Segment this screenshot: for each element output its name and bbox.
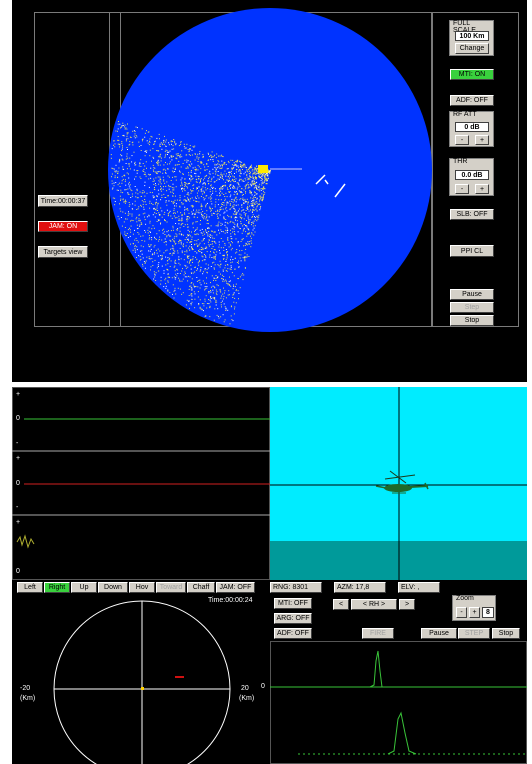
rng-readout: RNG: 8301 xyxy=(270,582,322,593)
a-scope-echo-top xyxy=(369,650,388,688)
scope-top-plus: + xyxy=(16,391,21,398)
ppi-display xyxy=(108,8,432,332)
thr-plus-button[interactable]: + xyxy=(475,184,489,194)
jam-off-button[interactable]: JAM: OFF xyxy=(216,582,255,593)
left-button[interactable]: Left xyxy=(17,582,43,593)
toward-button[interactable]: Toward xyxy=(156,582,186,593)
rf-att-plus-button[interactable]: + xyxy=(475,135,489,145)
azm-readout: AZM: 17,8 xyxy=(334,582,386,593)
ppi-cl-button[interactable]: PPI CL xyxy=(450,245,494,257)
pause-button[interactable]: Pause xyxy=(450,289,494,300)
nav-left-button[interactable]: < xyxy=(333,599,349,610)
helicopter-target xyxy=(375,470,429,494)
a-scope-display xyxy=(270,641,527,764)
step-button[interactable]: Step xyxy=(450,302,494,313)
adf-off-button[interactable]: ADF: OFF xyxy=(450,95,494,106)
stop-button[interactable]: Stop xyxy=(450,315,494,326)
radar-right-panel xyxy=(432,12,519,327)
change-scale-button[interactable]: Change xyxy=(455,43,489,54)
jamming-clutter xyxy=(110,121,271,325)
down-button[interactable]: Down xyxy=(98,582,128,593)
zoom-group: Zoom - + 8 xyxy=(452,595,496,621)
tracking-window: + 0 - + 0 - + 0 Left Right Up Down Hov T… xyxy=(12,387,527,764)
scope-trace-bottom xyxy=(16,534,35,549)
thr-title: THR xyxy=(453,158,468,165)
tracking-time: Time:00:00:24 xyxy=(208,597,253,604)
zoom-value: 8 xyxy=(482,607,494,618)
clutter-hotspot xyxy=(258,165,268,173)
mti-on-button[interactable]: MTI: ON xyxy=(450,69,494,80)
rf-att-value: 0 dB xyxy=(455,122,489,132)
pause-button-bottom[interactable]: Pause xyxy=(421,628,457,639)
rh-button[interactable]: < RH > xyxy=(351,599,397,610)
hover-button[interactable]: Hov xyxy=(129,582,155,593)
target-echo-2 xyxy=(324,179,329,185)
target-echo-3 xyxy=(334,183,346,198)
thr-group: THR 0.0 dB - + xyxy=(449,158,494,196)
target-echo-1 xyxy=(315,174,326,185)
chaff-button[interactable]: Chaff xyxy=(187,582,215,593)
zoom-title: Zoom xyxy=(456,595,474,602)
a-scope-zero-label: 0 xyxy=(261,683,265,690)
scope-mid-minus: - xyxy=(16,504,19,511)
full-scale-value: 100 Km xyxy=(455,31,489,41)
mti-off-button[interactable]: MTI: OFF xyxy=(274,598,312,609)
range-display xyxy=(53,600,231,764)
range-right-value: 20 xyxy=(241,685,249,692)
thr-minus-button[interactable]: - xyxy=(455,184,469,194)
camera-view xyxy=(270,387,527,580)
stop-button-bottom[interactable]: Stop xyxy=(492,628,520,639)
targets-view-button[interactable]: Targets view xyxy=(38,246,88,258)
step-button-bottom[interactable]: STEP xyxy=(458,628,490,639)
time-display: Time:00:00:37 xyxy=(38,195,88,207)
nav-right-button[interactable]: > xyxy=(399,599,415,610)
scope-top-zero: 0 xyxy=(16,415,20,422)
zoom-minus-button[interactable]: - xyxy=(456,607,467,618)
range-left-value: -20 xyxy=(20,685,31,692)
scope-bottom-plus: + xyxy=(16,519,21,526)
zoom-plus-button[interactable]: + xyxy=(469,607,480,618)
thr-value: 0.0 dB xyxy=(455,170,489,180)
full-scale-title: FULL SCALE xyxy=(453,20,476,34)
scope-mid-plus: + xyxy=(16,455,21,462)
slb-off-button[interactable]: SLB: OFF xyxy=(450,209,494,220)
range-right-unit: (Km) xyxy=(239,695,255,702)
right-button[interactable]: Right xyxy=(44,582,70,593)
radar-window: Time:00:00:37 JAM: ON Targets view FULL … xyxy=(12,0,527,382)
range-left-unit: (Km) xyxy=(20,695,36,702)
jam-on-button[interactable]: JAM: ON xyxy=(38,221,88,232)
rf-att-minus-button[interactable]: - xyxy=(455,135,469,145)
a-scope-echo-bottom xyxy=(387,711,417,755)
up-button[interactable]: Up xyxy=(71,582,97,593)
signal-scopes xyxy=(12,387,270,580)
scope-top-minus: - xyxy=(16,440,19,447)
target-blip xyxy=(175,676,184,678)
fire-button[interactable]: FIRE xyxy=(362,628,394,639)
rf-att-group: RF ATT 0 dB - + xyxy=(449,111,494,147)
arg-off-button[interactable]: ARG: OFF xyxy=(274,613,312,624)
scope-mid-zero: 0 xyxy=(16,480,20,487)
full-scale-group: FULL SCALE 100 Km Change xyxy=(449,20,494,56)
scope-bottom-zero: 0 xyxy=(16,568,20,575)
elv-readout: ELV: , xyxy=(398,582,440,593)
rf-att-title: RF ATT xyxy=(453,111,477,118)
adf-off-button-bottom[interactable]: ADF: OFF xyxy=(274,628,312,639)
own-position-marker xyxy=(141,687,144,690)
